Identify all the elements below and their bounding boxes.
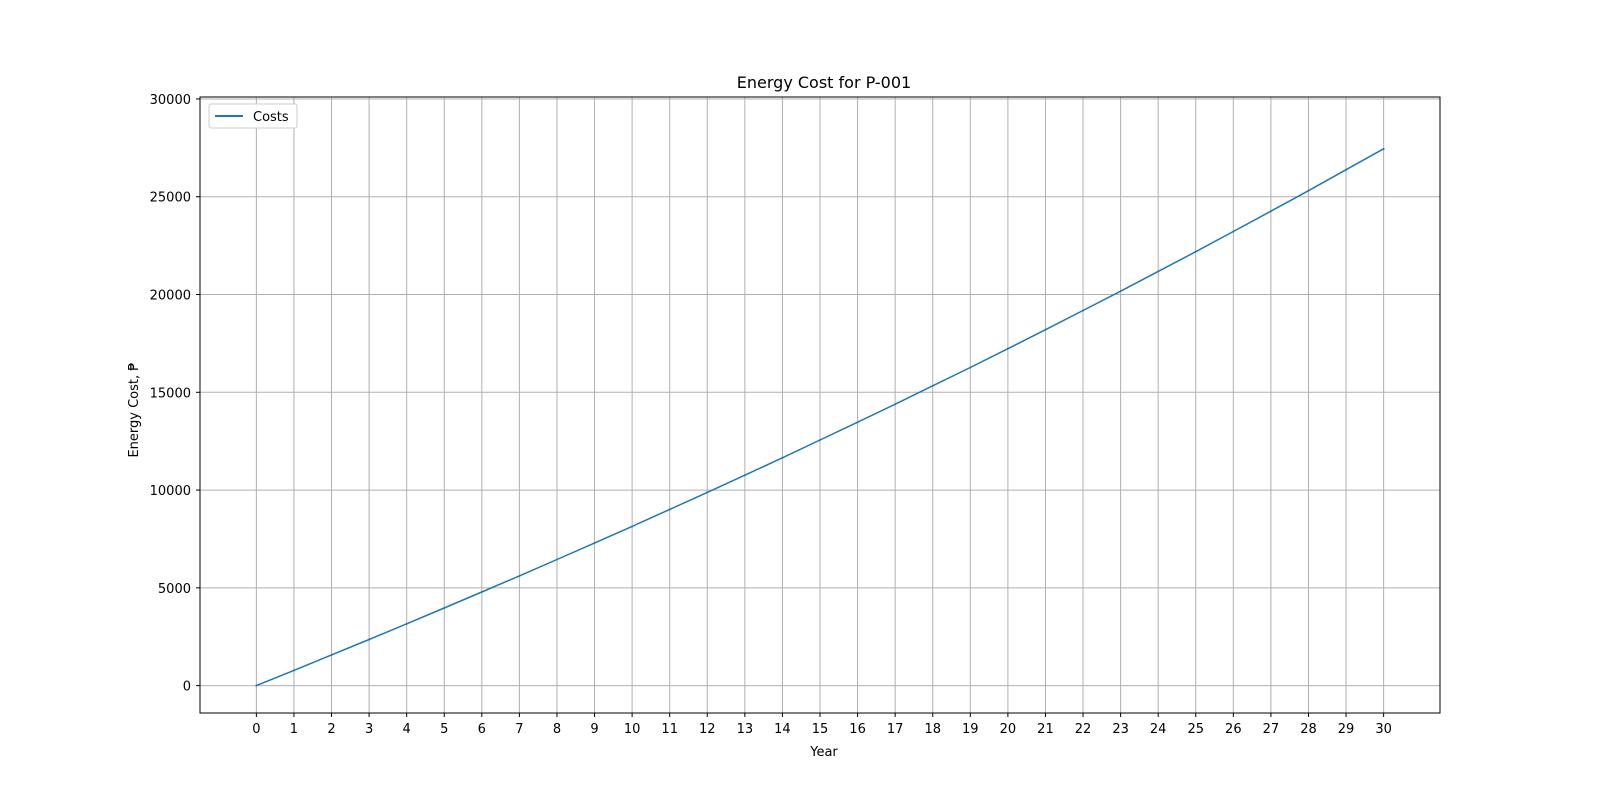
data-point bbox=[1345, 168, 1348, 171]
x-tick-label: 25 bbox=[1187, 722, 1204, 737]
x-axis-title: Year bbox=[809, 745, 838, 760]
data-point bbox=[1119, 290, 1122, 293]
data-point bbox=[1157, 270, 1160, 273]
x-tick-label: 0 bbox=[252, 722, 260, 737]
x-tick-label: 17 bbox=[887, 722, 904, 737]
data-point bbox=[330, 653, 333, 656]
x-tick-label: 4 bbox=[403, 722, 411, 737]
legend: Costs bbox=[208, 103, 298, 129]
legend-box bbox=[208, 103, 298, 129]
x-tick-label: 24 bbox=[1150, 722, 1167, 737]
data-point bbox=[555, 558, 558, 561]
data-point bbox=[819, 439, 821, 442]
x-tick-label: 21 bbox=[1037, 722, 1054, 737]
data-point bbox=[1307, 189, 1310, 192]
y-tick-label: 0 bbox=[183, 680, 191, 695]
x-tick-label: 27 bbox=[1263, 722, 1280, 737]
data-point bbox=[368, 638, 371, 641]
data-point bbox=[518, 574, 521, 577]
x-tick-label: 30 bbox=[1375, 722, 1392, 737]
x-tick-label: 8 bbox=[553, 722, 561, 737]
y-axis-title: Energy Cost, ₱ bbox=[127, 362, 142, 457]
series-layer bbox=[255, 147, 1385, 687]
x-tick-label: 16 bbox=[849, 722, 866, 737]
x-tick-label: 13 bbox=[737, 722, 754, 737]
data-point bbox=[1082, 309, 1085, 312]
data-point bbox=[894, 403, 897, 406]
grid bbox=[200, 97, 1440, 713]
y-tick-label: 30000 bbox=[150, 93, 191, 108]
x-tick-label: 20 bbox=[1000, 722, 1017, 737]
data-point bbox=[743, 474, 746, 477]
plot-frame bbox=[199, 96, 1441, 714]
axis-ticks: 0 1 2 3 4 5 6 7 8 9 10 11 12 13 14 15 16 17 18 19 20 21 22 23 24… bbox=[150, 93, 1392, 737]
data-point bbox=[405, 622, 408, 625]
x-tick-label: 11 bbox=[661, 722, 678, 737]
x-tick-label: 2 bbox=[327, 722, 335, 737]
x-tick-label: 23 bbox=[1112, 722, 1129, 737]
y-tick-label: 5000 bbox=[158, 582, 191, 597]
x-tick-label: 1 bbox=[290, 722, 298, 737]
data-point bbox=[856, 421, 859, 424]
x-tick-label: 12 bbox=[699, 722, 716, 737]
x-tick-label: 9 bbox=[590, 722, 598, 737]
data-point bbox=[969, 366, 972, 369]
x-tick-label: 18 bbox=[924, 722, 941, 737]
x-tick-label: 5 bbox=[440, 722, 448, 737]
legend-label-costs: Costs bbox=[253, 110, 289, 125]
x-tick-label: 26 bbox=[1225, 722, 1242, 737]
data-point bbox=[1382, 147, 1385, 150]
data-point bbox=[781, 456, 784, 459]
data-point bbox=[480, 590, 483, 593]
data-point bbox=[1006, 347, 1009, 350]
data-point bbox=[255, 684, 258, 687]
y-tick-label: 15000 bbox=[150, 386, 191, 401]
data-point bbox=[631, 525, 634, 528]
x-tick-label: 14 bbox=[774, 722, 791, 737]
data-point bbox=[443, 606, 446, 609]
x-tick-label: 19 bbox=[962, 722, 979, 737]
data-point bbox=[292, 669, 295, 672]
data-point bbox=[706, 491, 709, 494]
y-tick-label: 10000 bbox=[150, 484, 191, 499]
data-point bbox=[668, 508, 671, 511]
data-point bbox=[1044, 328, 1047, 331]
x-tick-label: 7 bbox=[515, 722, 523, 737]
x-tick-label: 3 bbox=[365, 722, 373, 737]
y-tick-label: 20000 bbox=[150, 289, 191, 304]
chart-title: Energy Cost for P-001 bbox=[737, 73, 911, 92]
data-point bbox=[931, 384, 934, 387]
data-point bbox=[593, 542, 596, 545]
y-tick-label: 25000 bbox=[150, 191, 191, 206]
data-point bbox=[1194, 250, 1197, 253]
x-tick-label: 22 bbox=[1075, 722, 1092, 737]
x-tick-label: 15 bbox=[812, 722, 829, 737]
data-point bbox=[1269, 210, 1272, 213]
x-tick-label: 6 bbox=[478, 722, 486, 737]
x-tick-label: 29 bbox=[1338, 722, 1355, 737]
x-tick-label: 28 bbox=[1300, 722, 1317, 737]
data-point bbox=[1232, 230, 1235, 233]
x-tick-label: 10 bbox=[624, 722, 641, 737]
